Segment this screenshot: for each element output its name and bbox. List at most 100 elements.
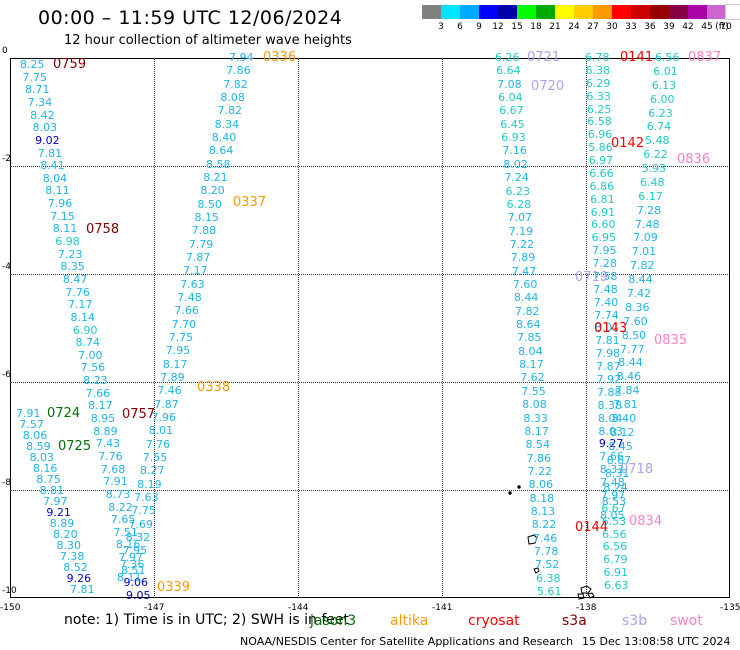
wave-height-value: 8.33 [599,463,625,477]
map-frame [10,58,730,598]
colorbar-label: 45 [701,22,713,32]
pass-time-label: 0721 [527,50,561,65]
legend-swot: swot [670,613,703,629]
wave-height-value: 7.92 [596,373,622,386]
wave-height-value: 8.71 [25,83,50,97]
wave-height-value: 7.01 [631,245,657,259]
wave-height-value: 7.76 [145,437,171,451]
wave-height-value: 6.91 [603,566,629,580]
y-tick-label: -4 [2,262,11,272]
wave-height-value: 7.55 [142,451,168,464]
pass-time-label: 0339 [157,580,191,595]
legend-s3a: s3a [562,613,587,629]
wave-height-value: 8.02 [503,157,528,171]
colorbar-label: 21 [549,22,561,32]
parallel-line [10,490,730,491]
colorbar-swatch [555,5,574,19]
wave-height-value: 7.22 [527,464,553,478]
legend-cryosat: cryosat [468,613,520,629]
wave-height-value: 9.21 [46,506,71,519]
wave-height-value: 6.67 [499,104,524,118]
wave-height-value: 8.89 [93,424,118,438]
colorbar-swatch [725,4,740,20]
wave-height-value: 7.17 [183,264,208,278]
wave-height-value: 6.56 [655,51,680,64]
colorbar-label: 42 [682,22,694,32]
wave-height-value: 7.89 [510,251,536,265]
wave-height-value: 8.51 [121,563,146,577]
wave-height-value: 6.26 [495,51,520,64]
pass-time-label: 0758 [86,222,120,237]
pass-time-label: 0142 [611,136,645,151]
wave-height-value: 6.56 [602,540,628,554]
colorbar-label: 33 [625,22,637,32]
wave-height-value: 8.13 [530,504,556,518]
wave-height-value: 6.25 [586,102,612,116]
x-tick-label: -135 [720,603,740,613]
wave-height-value: 8.42 [30,108,55,122]
colorbar-label: 30 [606,22,618,32]
x-tick-label: -141 [432,603,453,613]
note-text: note: 1) Time is in UTC; 2) SWH is in fe… [64,612,350,628]
wave-height-value: 7.88 [597,385,622,399]
wave-height-value: 8.01 [148,424,174,438]
y-tick-label: 0 [2,46,8,56]
wave-height-value: 7.23 [57,247,83,261]
wave-height-value: 7.86 [226,64,251,78]
pass-time-label: 0836 [677,152,711,167]
wave-height-value: 7.84 [615,384,640,398]
wave-height-value: 8.23 [83,374,108,388]
wave-height-value: 8.32 [125,531,151,544]
wave-height-value: 8.50 [197,197,222,211]
wave-height-value: 8.89 [49,517,75,530]
colorbar-swatch [669,5,688,19]
wave-height-value: 7.62 [520,371,545,385]
wave-height-value: 7.63 [134,491,159,504]
wave-height-value: 6.60 [591,218,616,232]
wave-height-value: 8.01 [594,321,620,335]
pass-time-label: 0719 [575,270,609,285]
wave-height-value: 7.38 [59,550,85,563]
pass-time-label: 0720 [531,79,565,94]
colorbar-swatch [498,5,517,19]
wave-height-value: 7.28 [592,257,617,270]
wave-height-value: 6.64 [496,64,521,78]
wave-height-value: 6.66 [589,166,614,180]
wave-height-value: 8.58 [206,157,231,171]
wave-height-value: 6.91 [590,205,616,219]
wave-height-value: 7.57 [19,418,44,431]
colorbar-swatch [422,5,441,19]
wave-height-value: 8.64 [516,318,541,331]
colorbar-swatch [479,5,498,19]
wave-height-value: 6.23 [505,184,531,198]
wave-height-value: 8.06 [22,429,48,442]
wave-height-value: 8.21 [203,171,228,184]
wave-height-value: 8.12 [610,425,635,439]
wave-height-value: 8.22 [108,500,133,514]
wave-height-value: 8.50 [621,328,647,342]
wave-height-value: 7.97 [118,551,143,565]
pass-time-label: 0834 [629,514,663,529]
wave-height-value: 7.82 [217,104,243,118]
wave-height-value: 6.81 [590,192,615,206]
pass-time-label: 0759 [53,57,87,72]
wave-height-value: 7.66 [599,450,624,464]
wave-height-value: 7.58 [592,269,618,283]
wave-height-value: 7.78 [533,545,559,558]
wave-height-value: 6.97 [588,154,614,167]
wave-height-value: 7.85 [517,331,542,345]
wave-height-value: 6.13 [651,78,677,92]
x-tick-label: -150 [0,603,21,613]
wave-height-value: 7.76 [65,285,90,299]
wave-height-value: 8.34 [214,117,240,131]
wave-height-value: 7.48 [593,282,618,296]
meridian-line [442,58,443,598]
colorbar-label: 27 [587,22,599,32]
colorbar-swatch [574,5,593,19]
legend-altika: altika [390,613,429,629]
wave-height-value: 8.08 [220,91,245,104]
wave-height-value: 7.81 [70,583,95,596]
wave-height-value: 7.52 [534,558,560,572]
x-tick-label: -144 [288,603,309,613]
wave-height-value: 7.69 [128,517,154,531]
